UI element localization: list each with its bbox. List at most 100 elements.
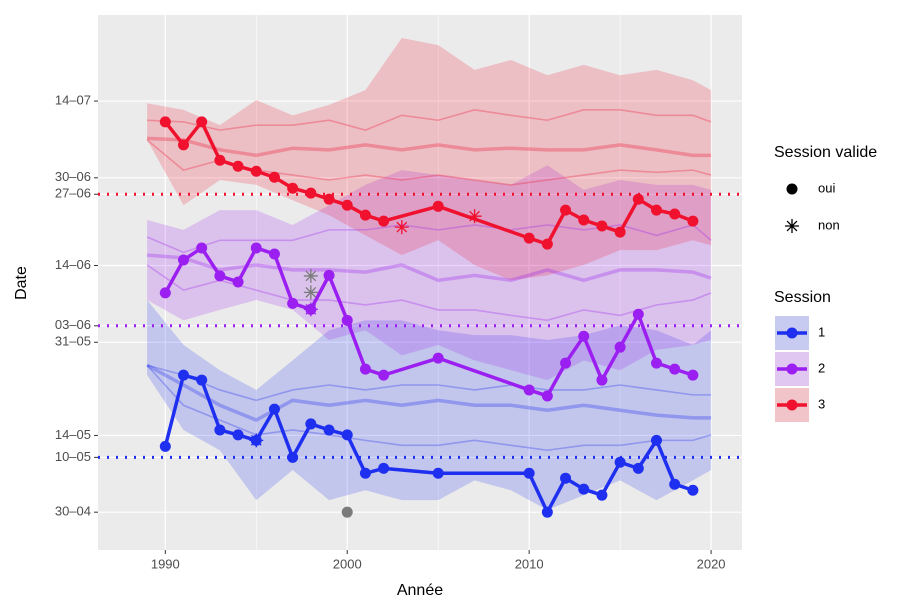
legend-title: Session <box>774 289 831 306</box>
point <box>650 434 662 446</box>
quantile-line <box>146 264 712 322</box>
point <box>323 269 335 281</box>
point <box>159 440 171 452</box>
legend-symbol <box>786 183 798 195</box>
point <box>596 220 608 232</box>
legend-symbol <box>786 399 798 411</box>
point <box>669 478 681 490</box>
point <box>305 187 317 199</box>
point <box>378 462 390 474</box>
legend-title: Session valide <box>774 144 877 161</box>
point <box>596 374 608 386</box>
point <box>287 182 299 194</box>
x-tick-label: 2020 <box>697 556 726 571</box>
point <box>523 232 535 244</box>
point <box>578 483 590 495</box>
quantile-line <box>146 364 712 452</box>
ribbon <box>147 165 712 381</box>
y-tick-label: 14–06 <box>55 257 91 272</box>
invalid-point <box>303 268 318 283</box>
point <box>541 390 553 402</box>
point <box>432 352 444 364</box>
median-line <box>146 363 712 423</box>
point <box>359 363 371 375</box>
point <box>159 287 171 299</box>
point <box>159 116 171 128</box>
y-tick-label: 31–05 <box>55 334 91 349</box>
point <box>432 467 444 479</box>
point <box>178 369 190 381</box>
y-tick-label: 30–06 <box>55 169 91 184</box>
point <box>614 456 626 468</box>
point <box>687 484 699 496</box>
point <box>214 270 226 282</box>
point <box>305 418 317 430</box>
point <box>614 226 626 238</box>
point <box>432 200 444 212</box>
quantile-line <box>147 109 712 131</box>
legend-label: oui <box>818 180 835 195</box>
invalid-point <box>249 433 264 448</box>
point <box>378 369 390 381</box>
point <box>578 330 590 342</box>
point <box>378 215 390 227</box>
y-tick-label: 03–06 <box>55 317 91 332</box>
point <box>359 209 371 221</box>
point <box>341 506 353 518</box>
point <box>178 139 190 151</box>
quantile-line <box>146 224 712 254</box>
point <box>523 384 535 396</box>
point <box>178 254 190 266</box>
legend-symbol <box>785 219 799 233</box>
point <box>541 238 553 250</box>
point <box>523 467 535 479</box>
y-tick-label: 27–06 <box>55 186 91 201</box>
invalid-point <box>303 302 318 317</box>
point <box>232 276 244 288</box>
invalid-point <box>394 220 409 235</box>
point <box>196 374 208 386</box>
x-tick-label: 2000 <box>333 556 362 571</box>
point <box>268 403 280 415</box>
point <box>687 369 699 381</box>
legend-label: 2 <box>818 360 825 375</box>
y-tick-label: 30–04 <box>55 504 91 519</box>
point <box>250 242 262 254</box>
point <box>196 242 208 254</box>
y-tick-label: 10–05 <box>55 449 91 464</box>
point <box>578 214 590 226</box>
point <box>323 193 335 205</box>
x-tick-label: 2010 <box>515 556 544 571</box>
point <box>560 204 572 216</box>
point <box>214 154 226 166</box>
point <box>287 451 299 463</box>
point <box>541 506 553 518</box>
point <box>341 314 353 326</box>
point <box>232 429 244 441</box>
median-line <box>147 136 712 158</box>
legend-label: non <box>818 217 840 232</box>
legend-label: 3 <box>818 396 825 411</box>
y-tick-label: 14–05 <box>55 427 91 442</box>
y-axis-title: Date <box>13 266 30 300</box>
y-tick-label: 14–07 <box>55 92 91 107</box>
point <box>632 193 644 205</box>
ribbon <box>147 38 712 281</box>
invalid-point <box>467 209 482 224</box>
point <box>650 357 662 369</box>
legend-symbol <box>786 363 798 375</box>
point <box>560 357 572 369</box>
point <box>596 489 608 501</box>
point <box>341 199 353 211</box>
point <box>214 424 226 436</box>
x-tick-label: 1990 <box>151 556 180 571</box>
invalid-point <box>303 285 318 300</box>
point <box>341 429 353 441</box>
point <box>287 297 299 309</box>
legend-symbol <box>786 327 798 339</box>
quantile-line <box>146 364 712 402</box>
point <box>359 467 371 479</box>
point <box>268 171 280 183</box>
